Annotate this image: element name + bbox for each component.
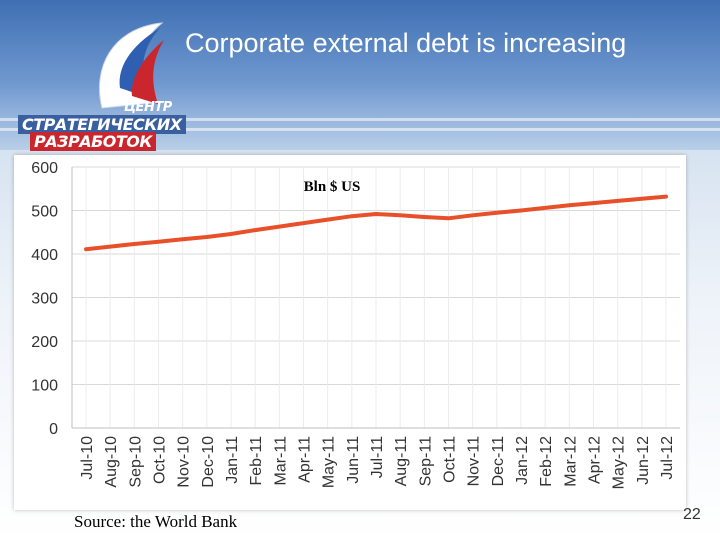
data-point xyxy=(543,206,547,210)
logo-text-center: ЦЕНТР xyxy=(124,100,172,115)
header-stripe xyxy=(0,128,720,131)
x-tick-label: May-11 xyxy=(321,436,338,488)
x-tick-label: Mar-11 xyxy=(272,436,289,486)
data-point xyxy=(205,235,209,239)
data-point xyxy=(302,221,305,225)
data-point xyxy=(422,215,426,219)
y-tick-label: 500 xyxy=(31,204,58,221)
data-point xyxy=(253,228,257,232)
x-tick-label: Jun-12 xyxy=(635,436,652,485)
x-tick-label: Aug-10 xyxy=(103,436,120,488)
data-point xyxy=(84,247,88,251)
x-tick-label: Jul-11 xyxy=(369,436,386,478)
header-stripe xyxy=(0,118,720,121)
data-point xyxy=(181,237,185,241)
x-tick-label: Jul-10 xyxy=(79,436,96,480)
x-tick-label: Nov-10 xyxy=(176,436,193,488)
y-tick-label: 600 xyxy=(31,160,58,177)
y-tick-label: 400 xyxy=(31,247,58,264)
data-point xyxy=(640,197,644,201)
x-tick-label: Jun-11 xyxy=(345,436,362,484)
logo-text-developments: РАЗРАБОТОК xyxy=(30,132,156,151)
x-tick-label: Jul-12 xyxy=(659,436,676,480)
x-tick-label: Sep-11 xyxy=(417,436,434,487)
logo-text-strategic: СТРАТЕГИЧЕСКИХ xyxy=(18,115,186,134)
x-tick-label: Feb-12 xyxy=(538,436,555,487)
source-note: Source: the World Bank xyxy=(74,512,238,531)
data-point xyxy=(616,199,620,203)
x-tick-label: Jan-11 xyxy=(224,436,241,484)
chart-title: Bln $ US xyxy=(304,179,361,195)
y-tick-label: 200 xyxy=(31,334,58,351)
data-point xyxy=(229,232,233,236)
data-point xyxy=(108,245,112,249)
data-point xyxy=(350,214,354,218)
data-point xyxy=(471,213,475,217)
data-point xyxy=(398,213,402,217)
x-tick-label: Apr-12 xyxy=(587,436,604,484)
data-point xyxy=(374,212,378,216)
flag-sail-logo xyxy=(99,22,164,109)
x-tick-label: Aug-11 xyxy=(393,436,410,487)
x-tick-label: Dec-10 xyxy=(200,436,217,488)
data-point xyxy=(447,216,450,220)
page-number: 22 xyxy=(683,506,701,523)
data-point xyxy=(664,195,668,199)
data-point xyxy=(132,242,136,246)
data-point xyxy=(567,203,571,207)
x-tick-label: Oct-10 xyxy=(152,436,169,484)
x-tick-label: Sep-10 xyxy=(127,436,144,488)
chart-panel: 0 100 200 300 400 500 600 Jul-10 Aug-10 Sep-10 Oct… xyxy=(14,155,686,510)
x-tick-label: May-12 xyxy=(611,436,628,489)
slide-title: Corporate external debt is increasing xyxy=(185,28,627,58)
debt-line-chart: 0 100 200 300 400 500 600 Jul-10 Aug-10 Sep-10 Oct… xyxy=(31,160,680,489)
x-tick-label: Nov-11 xyxy=(466,436,483,486)
x-tick-label: Feb-11 xyxy=(248,436,265,486)
y-tick-label: 300 xyxy=(31,291,58,308)
x-tick-label: Oct-11 xyxy=(442,436,459,483)
x-tick-label: Dec-11 xyxy=(490,436,507,486)
x-tick-label: Mar-12 xyxy=(562,436,579,487)
data-point xyxy=(592,201,595,205)
data-point xyxy=(277,225,281,229)
data-point xyxy=(519,209,523,212)
data-point xyxy=(326,218,330,222)
data-point xyxy=(495,211,499,215)
y-tick-label: 0 xyxy=(49,421,58,438)
data-point xyxy=(157,240,160,244)
y-tick-label: 100 xyxy=(31,378,58,395)
x-tick-label: Jan-12 xyxy=(514,436,531,485)
x-tick-label: Apr-11 xyxy=(297,436,314,483)
